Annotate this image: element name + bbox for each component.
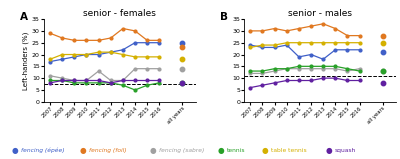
Text: A: A (20, 12, 28, 22)
Text: ●: ● (326, 146, 333, 155)
Text: tennis: tennis (227, 148, 245, 153)
Text: table tennis: table tennis (271, 148, 306, 153)
Text: ●: ● (150, 146, 157, 155)
Text: fencing (foil): fencing (foil) (89, 148, 126, 153)
Text: B: B (220, 12, 228, 22)
Text: fencing (épée): fencing (épée) (21, 148, 64, 153)
Text: squash: squash (335, 148, 356, 153)
Title: senior - females: senior - females (84, 9, 156, 18)
Text: fencing (sabre): fencing (sabre) (159, 148, 204, 153)
Text: ●: ● (12, 146, 19, 155)
Title: senior - males: senior - males (288, 9, 352, 18)
Text: ●: ● (262, 146, 269, 155)
Text: ●: ● (80, 146, 87, 155)
Y-axis label: Left-handers (%): Left-handers (%) (23, 31, 29, 90)
Text: ●: ● (218, 146, 225, 155)
